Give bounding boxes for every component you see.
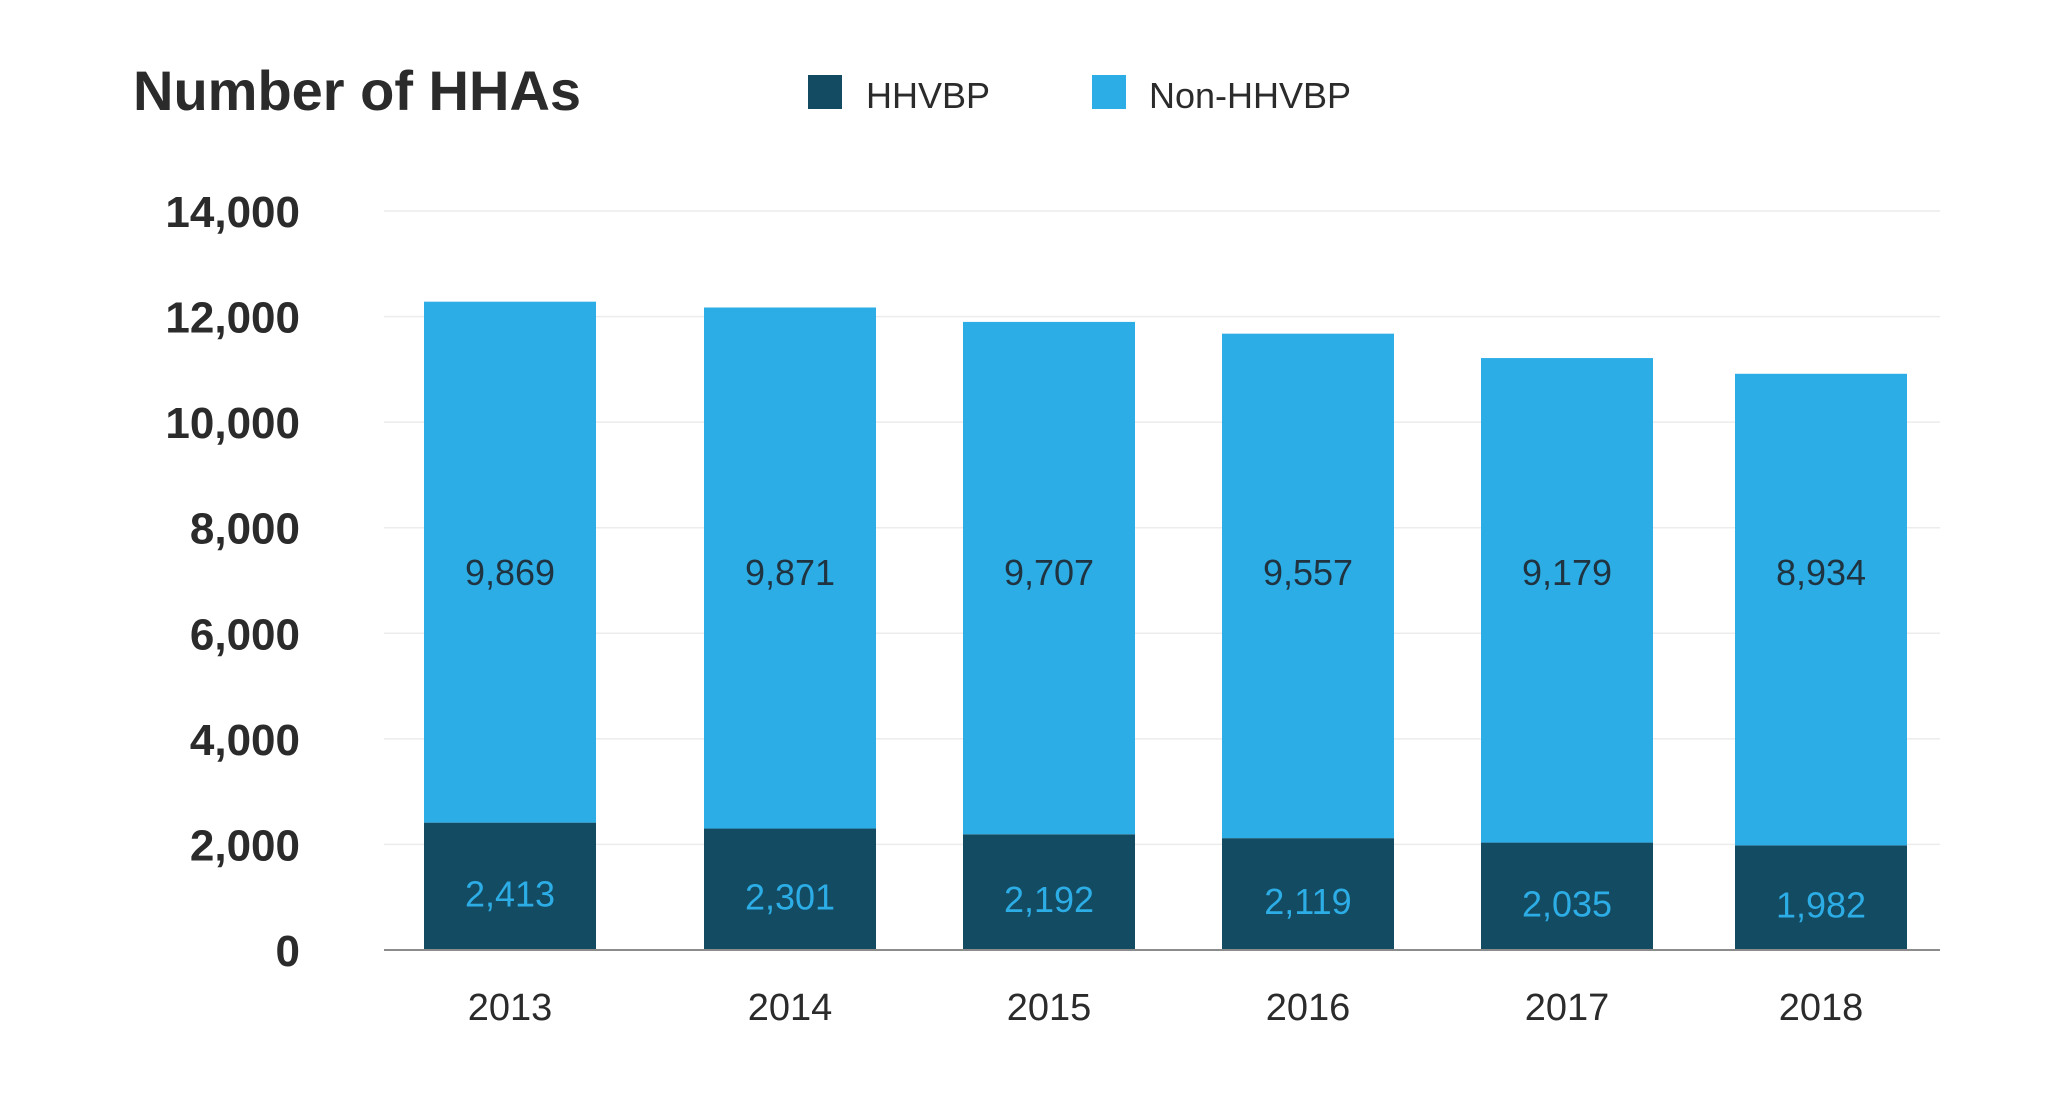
data-label: 9,871 (745, 552, 835, 593)
data-label: 9,869 (465, 552, 555, 593)
bar-hhvbp-2014 (704, 828, 876, 950)
data-label: 1,982 (1776, 885, 1866, 926)
x-tick-label: 2015 (1007, 987, 1092, 1029)
data-label: 9,557 (1263, 552, 1353, 593)
data-label: 9,707 (1004, 552, 1094, 593)
bar-non-hhvbp-2017 (1481, 358, 1653, 843)
x-tick-label: 2014 (748, 987, 833, 1029)
bar-hhvbp-2013 (424, 822, 596, 950)
bar-non-hhvbp-2013 (424, 301, 596, 823)
bar-non-hhvbp-2018 (1735, 373, 1907, 846)
bar-hhvbp-2015 (963, 834, 1135, 950)
bar-non-hhvbp-2014 (704, 307, 876, 829)
chart-title: Number of HHAs (133, 59, 581, 122)
x-tick-label: 2016 (1266, 987, 1351, 1029)
axes: 0 2,000 4,000 6,000 8,000 10,000 12,000 14,000 2… (165, 188, 1940, 1029)
data-labels: 2,413 9,869 2,301 9,871 2,192 9,707 2,119 9,557… (465, 552, 1866, 926)
legend-label-non-hhvbp: Non-HHVBP (1149, 75, 1351, 116)
bar-hhvbp-2018 (1735, 845, 1907, 950)
data-label: 2,301 (745, 876, 835, 917)
legend: HHVBP Non-HHVBP (808, 75, 1351, 116)
y-tick-label: 6,000 (190, 610, 300, 659)
data-label: 2,119 (1264, 881, 1351, 922)
data-label: 9,179 (1522, 552, 1612, 593)
bar-non-hhvbp-2015 (963, 321, 1135, 835)
y-tick-label: 2,000 (190, 821, 300, 870)
data-label: 8,934 (1776, 552, 1866, 593)
data-label: 2,035 (1522, 883, 1612, 924)
grid-lines (384, 210, 1940, 846)
bar-hhvbp-2016 (1222, 838, 1394, 950)
data-label: 2,413 (465, 873, 555, 914)
x-tick-label: 2018 (1779, 987, 1864, 1029)
data-label: 2,192 (1004, 879, 1094, 920)
bar-non-hhvbp-2016 (1222, 333, 1394, 839)
y-tick-label: 0 (276, 927, 300, 976)
y-tick-label: 12,000 (165, 294, 300, 343)
legend-swatch-non-hhvbp (1092, 75, 1126, 109)
bar-hhvbp-2017 (1481, 842, 1653, 950)
y-tick-label: 10,000 (165, 399, 300, 448)
x-tick-label: 2017 (1525, 987, 1610, 1029)
y-tick-label: 4,000 (190, 716, 300, 765)
legend-label-hhvbp: HHVBP (866, 75, 990, 116)
y-tick-label: 8,000 (190, 505, 300, 554)
y-tick-label: 14,000 (165, 188, 300, 237)
legend-swatch-hhvbp (808, 75, 842, 109)
x-tick-label: 2013 (468, 987, 553, 1029)
bars (424, 301, 1907, 950)
